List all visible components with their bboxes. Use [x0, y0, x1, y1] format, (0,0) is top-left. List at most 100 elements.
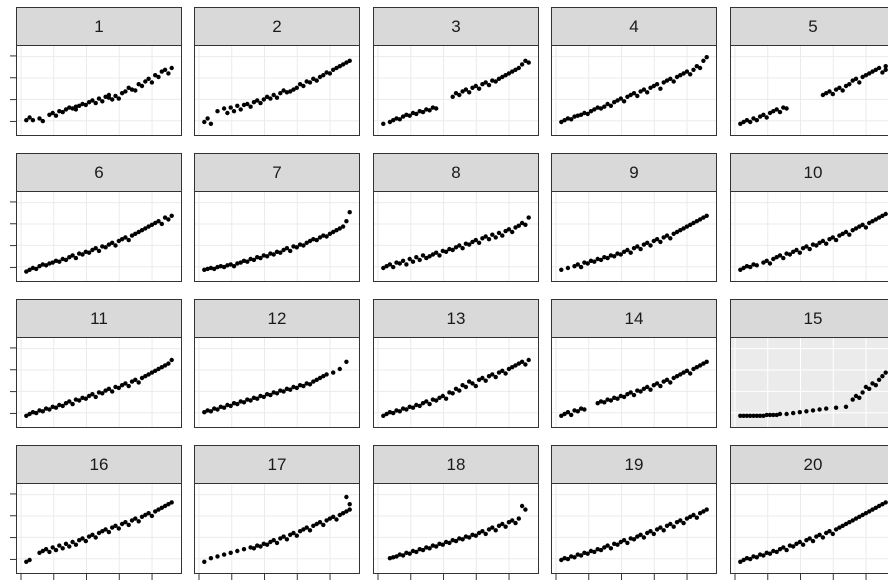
data-point	[129, 379, 135, 384]
data-point	[691, 366, 696, 372]
x-axis-ticks	[198, 574, 331, 580]
data-point	[251, 546, 257, 551]
data-point	[513, 67, 518, 72]
data-point	[228, 105, 233, 110]
data-point	[268, 392, 273, 398]
data-point	[457, 388, 462, 393]
data-point	[876, 503, 882, 509]
data-point	[67, 255, 72, 260]
data-point	[863, 511, 869, 516]
data-point	[503, 371, 508, 376]
data-point	[704, 55, 709, 60]
data-point	[73, 542, 79, 547]
data-point	[83, 538, 89, 544]
data-point	[738, 121, 743, 127]
data-point	[615, 251, 620, 256]
data-point	[631, 537, 637, 542]
data-point	[661, 80, 666, 85]
data-point	[476, 240, 482, 245]
data-point	[641, 242, 647, 247]
plot-area	[730, 483, 888, 574]
data-point	[208, 409, 214, 414]
data-point	[314, 377, 319, 382]
data-point	[807, 536, 812, 541]
data-point	[510, 69, 515, 74]
data-point	[873, 67, 878, 72]
facet-strip-label: 4	[551, 7, 717, 45]
data-point	[681, 370, 686, 375]
data-point	[602, 255, 607, 260]
data-point	[463, 87, 469, 92]
data-point	[850, 228, 855, 233]
data-point	[741, 119, 746, 125]
plot-area	[16, 337, 182, 428]
data-point	[605, 101, 610, 107]
data-point	[420, 109, 426, 115]
data-point	[324, 234, 329, 239]
data-point	[777, 253, 783, 258]
x-axis-ticks	[377, 574, 510, 580]
data-point	[337, 512, 342, 518]
data-point	[278, 388, 283, 393]
data-point	[447, 540, 452, 546]
data-point	[774, 107, 779, 112]
data-point	[424, 545, 429, 550]
data-point	[57, 109, 62, 114]
data-point	[391, 410, 396, 416]
data-point	[149, 370, 155, 375]
facet-strip-label: 1	[16, 7, 182, 45]
facet-strip-label: 20	[730, 445, 888, 483]
data-point	[771, 256, 776, 262]
data-point	[503, 73, 508, 78]
data-point	[400, 114, 406, 119]
data-point	[424, 255, 429, 261]
data-point	[344, 359, 349, 364]
data-point	[311, 237, 316, 242]
data-point	[268, 96, 273, 101]
data-point	[843, 229, 849, 235]
data-point	[57, 543, 62, 548]
data-point	[605, 397, 610, 402]
data-point	[506, 366, 512, 372]
data-point	[77, 103, 82, 108]
data-point	[251, 257, 257, 263]
data-point	[876, 377, 882, 382]
data-point	[440, 248, 445, 254]
data-point	[678, 73, 683, 78]
data-point	[317, 375, 323, 381]
data-point	[565, 556, 571, 562]
data-point	[771, 412, 776, 418]
plot-area	[373, 337, 539, 428]
data-point	[271, 252, 276, 257]
data-point	[37, 264, 42, 269]
data-point	[119, 91, 125, 96]
data-point	[344, 60, 349, 65]
data-point	[480, 82, 485, 87]
data-point	[467, 535, 472, 540]
data-point	[565, 116, 571, 121]
data-point	[621, 99, 627, 104]
data-point	[123, 89, 128, 94]
data-point	[804, 409, 809, 414]
data-point	[608, 253, 614, 258]
data-point	[654, 82, 660, 87]
data-point	[271, 390, 276, 395]
plot-area	[194, 191, 360, 282]
data-point	[510, 229, 515, 235]
data-point	[496, 230, 502, 236]
data-point	[493, 79, 498, 84]
data-point	[281, 534, 286, 539]
data-point	[261, 541, 266, 546]
data-point	[880, 213, 885, 218]
data-point	[327, 231, 333, 236]
facet-panel: 11	[16, 299, 182, 428]
data-point	[510, 518, 515, 523]
data-point	[857, 395, 862, 400]
data-point	[410, 548, 416, 554]
plot-area	[194, 483, 360, 574]
data-point	[602, 104, 607, 109]
data-point	[506, 71, 512, 76]
data-point	[480, 236, 485, 241]
data-point	[645, 530, 650, 536]
data-point	[500, 521, 505, 527]
